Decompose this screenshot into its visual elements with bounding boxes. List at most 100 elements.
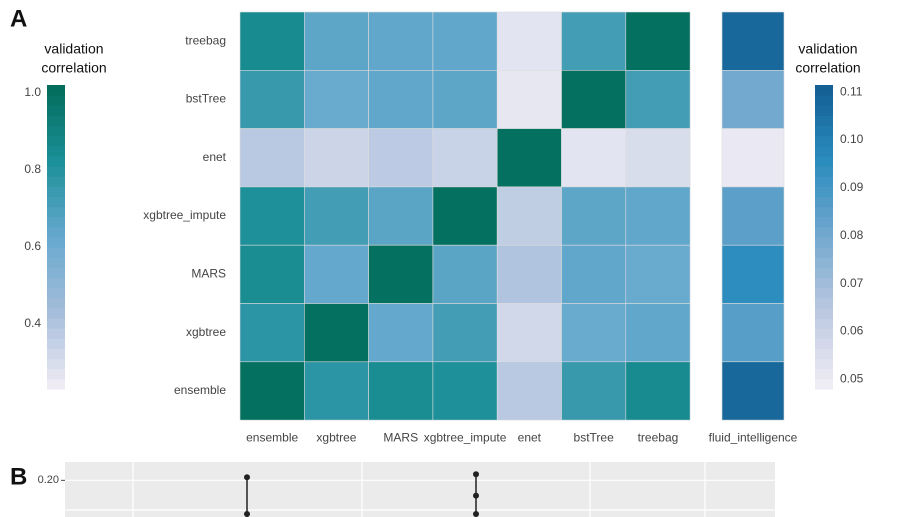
y-tick-label: bstTree — [186, 92, 227, 106]
colorbar-step — [47, 318, 65, 329]
colorbar-tick-label: 0.10 — [840, 132, 864, 146]
colorbar-step — [815, 338, 833, 349]
colorbar-step — [47, 307, 65, 319]
heatmap-cell — [239, 11, 305, 71]
heatmap-cell — [496, 244, 562, 304]
colorbar-step — [47, 247, 65, 258]
colorbar-step — [47, 338, 65, 349]
colorbar-step — [47, 105, 65, 116]
heatmap-cell — [239, 244, 305, 304]
heatmap-cell — [721, 128, 785, 188]
colorbar-step — [47, 237, 65, 248]
colorbar-step — [815, 348, 833, 360]
colorbar-step — [47, 196, 65, 208]
heatmap-cell — [625, 186, 691, 246]
x-tick-label: xgbtree — [316, 430, 356, 444]
colorbar-step — [815, 257, 833, 268]
colorbar-step — [815, 115, 833, 127]
colorbar-step — [47, 226, 65, 238]
heatmap-cell — [368, 303, 434, 363]
heatmap-cell — [496, 361, 562, 421]
heatmap-cell — [303, 128, 369, 188]
heatmap-cell — [432, 70, 498, 129]
heatmap-cell — [303, 361, 369, 421]
colorbar-step — [815, 247, 833, 258]
colorbar-tick-label: 0.11 — [840, 84, 863, 98]
colorbar-step — [815, 378, 833, 390]
colorbar-step — [815, 226, 833, 238]
heatmap-cell — [239, 70, 305, 129]
x-tick-label: MARS — [383, 430, 418, 444]
colorbar-step — [815, 216, 833, 228]
panel-label: A — [10, 5, 27, 32]
heatmap-cell — [721, 70, 785, 129]
heatmap-cell — [368, 128, 434, 188]
heatmap-cell — [496, 186, 562, 246]
heatmap-cell — [496, 128, 562, 188]
heatmap-cell — [368, 11, 434, 71]
heatmap-cell — [721, 244, 785, 304]
colorbar-step — [47, 368, 65, 380]
heatmap-cell — [368, 186, 434, 246]
heatmap-cell — [239, 361, 305, 421]
heatmap-cell — [432, 361, 498, 421]
heatmap-cell — [721, 186, 785, 246]
y-tick-label: ensemble — [174, 383, 226, 397]
colorbar-step — [47, 297, 65, 309]
colorbar-tick-label: 0.09 — [840, 180, 864, 194]
x-tick-label: ensemble — [246, 430, 298, 444]
colorbar-step — [815, 176, 833, 187]
colorbar-step — [815, 196, 833, 208]
colorbar-step — [47, 358, 65, 370]
colorbar-step — [815, 85, 833, 96]
point — [244, 510, 250, 517]
colorbar-step — [815, 145, 833, 157]
colorbar-step — [47, 206, 65, 218]
colorbar-tick-label: 0.4 — [24, 316, 41, 330]
colorbar-step — [47, 287, 65, 299]
colorbar-step — [47, 348, 65, 360]
colorbar-step — [47, 135, 65, 147]
heatmap-cell — [625, 361, 691, 421]
legend-title: correlation — [41, 60, 106, 76]
point — [244, 474, 250, 481]
heatmap-cell — [625, 128, 691, 188]
y-tick-label: MARS — [191, 267, 226, 281]
colorbar-step — [815, 307, 833, 319]
colorbar-tick-label: 0.08 — [840, 228, 864, 242]
colorbar-step — [815, 206, 833, 218]
colorbar-step — [47, 95, 65, 106]
heatmap-cell — [303, 244, 369, 304]
panel-label: B — [10, 463, 27, 490]
y-tick-label: 0.20 — [38, 474, 59, 486]
point — [473, 510, 479, 517]
x-tick-label: enet — [518, 430, 542, 444]
colorbar-tick-label: 0.8 — [24, 162, 41, 176]
point — [473, 471, 479, 478]
colorbar-step — [815, 358, 833, 370]
y-tick-label: xgbtree — [186, 325, 226, 339]
point — [473, 492, 479, 499]
colorbar-step — [47, 216, 65, 228]
heatmap-cell — [432, 11, 498, 71]
x-tick-label: fluid_intelligence — [709, 430, 798, 444]
colorbar-tick-label: 1.0 — [24, 85, 41, 99]
legend-title: validation — [44, 41, 103, 57]
heatmap-cell — [721, 303, 785, 363]
colorbar-step — [815, 277, 833, 289]
colorbar-step — [815, 237, 833, 248]
x-tick-label: bstTree — [574, 430, 615, 444]
heatmap-cell — [239, 186, 305, 246]
colorbar-step — [815, 95, 833, 106]
colorbar-step — [815, 125, 833, 137]
colorbar-step — [47, 85, 65, 96]
colorbar-tick-label: 0.07 — [840, 276, 864, 290]
panel-b-background — [65, 462, 775, 517]
heatmap-cell — [368, 361, 434, 421]
heatmap-cell — [303, 186, 369, 246]
heatmap-cell — [721, 361, 785, 421]
heatmap-cell — [561, 128, 627, 188]
colorbar-tick-label: 0.05 — [840, 372, 864, 386]
colorbar-step — [815, 166, 833, 177]
